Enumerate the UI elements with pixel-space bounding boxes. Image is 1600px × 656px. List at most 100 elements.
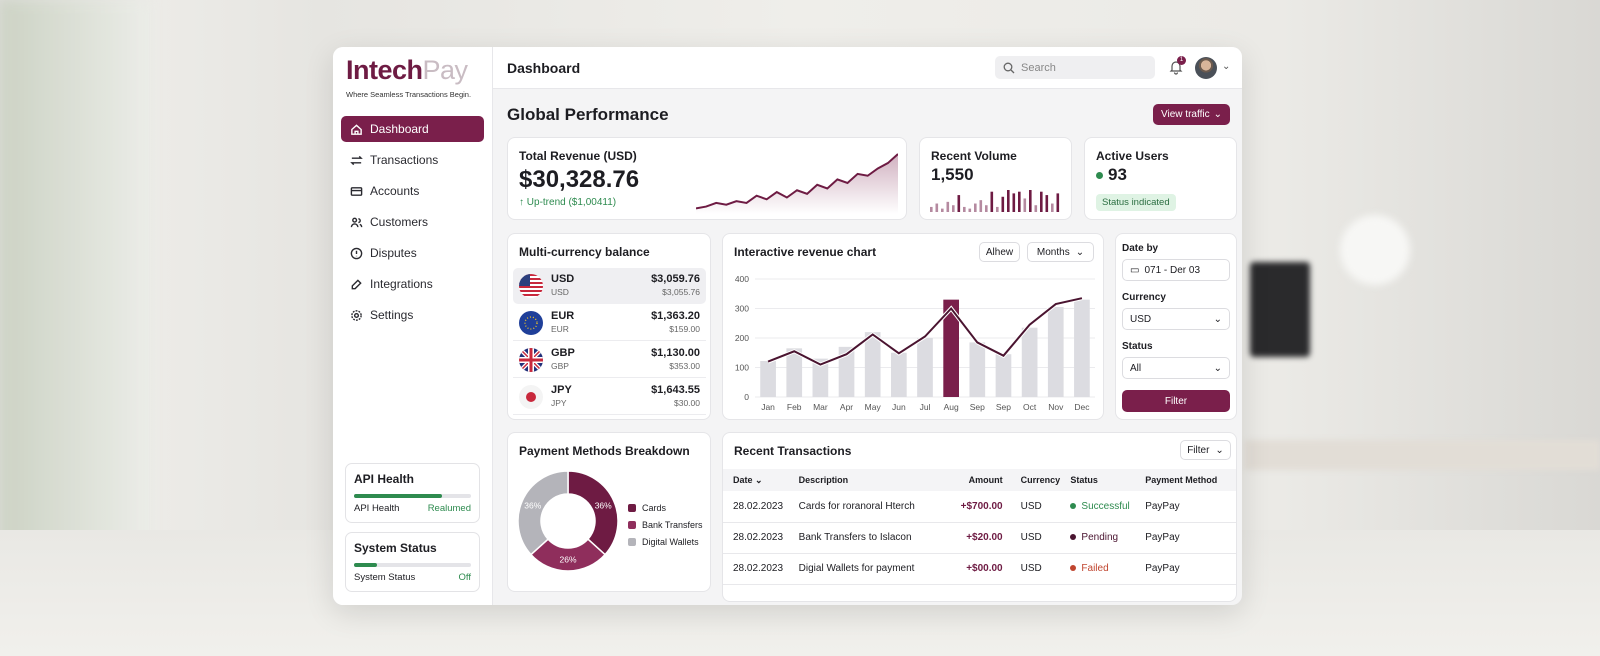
cell-method: PayPay [1145, 553, 1236, 585]
legend-label: Digital Wallets [642, 536, 699, 547]
currency-code: EUR [551, 309, 575, 322]
currency-row-usd[interactable]: USD USD $3,059.76 $3,055.76 [513, 268, 706, 304]
currency-amount: $1,130.00 [651, 346, 700, 359]
column-header: Description [798, 469, 946, 491]
currency-sub-amount: $353.00 [669, 360, 700, 371]
x-tick-label: Aug [944, 402, 959, 412]
link-icon [351, 278, 362, 289]
chevron-down-icon[interactable]: ⌄ [1222, 61, 1231, 72]
volume-value: 1,550 [931, 165, 974, 184]
x-tick-label: Feb [787, 402, 802, 412]
alert-icon [350, 247, 363, 259]
sidebar-item-integrations[interactable]: Integrations [341, 271, 484, 297]
background-monitor [1250, 262, 1310, 357]
currency-sub: EUR [551, 323, 569, 334]
y-tick-label: 0 [744, 392, 749, 402]
status-select[interactable]: All ⌄ [1122, 357, 1230, 379]
x-tick-label: Jul [920, 402, 931, 412]
all-button[interactable]: Alhew [979, 242, 1020, 262]
revenue-chart: 0 100 200 300 400 Jan Feb Mar Apr May Jun Jul Aug Sep… [735, 274, 1095, 412]
sidebar-item-label: Customers [370, 215, 429, 229]
background-desk [1245, 440, 1600, 470]
volume-bar [1001, 196, 1005, 212]
volume-bar [1056, 193, 1060, 212]
volume-bar [968, 208, 972, 212]
period-select[interactable]: Months ⌄ [1027, 242, 1094, 262]
payment-donut: 36% 26% 36% [517, 470, 619, 572]
x-tick-label: Jun [892, 402, 906, 412]
system-status-progress [354, 563, 378, 567]
table-row[interactable]: 28.02.2023 Cards for roranoral Hterch +$70… [723, 491, 1236, 523]
sidebar-item-dashboard[interactable]: Dashboard [341, 116, 484, 142]
cell-currency: USD [1020, 491, 1071, 523]
legend-swatch [628, 537, 636, 546]
chevron-down-icon: ⌄ [1213, 362, 1222, 374]
column-header[interactable]: Date ⌄ [723, 469, 799, 491]
sidebar-item-customers[interactable]: Customers [341, 209, 484, 235]
table-row[interactable]: 28.02.2023 Digial Wallets for payment +$00… [723, 553, 1236, 585]
legend-item: Bank Transfers [628, 516, 703, 533]
volume-bar [1023, 198, 1027, 212]
chart-bar [838, 346, 855, 397]
volume-bar [1051, 203, 1054, 212]
api-health-card: API Health API Health Realumed [345, 463, 480, 523]
y-tick-label: 400 [735, 274, 749, 284]
sidebar-item-disputes[interactable]: Disputes [341, 240, 484, 266]
volume-bar [935, 203, 939, 212]
volume-bar [985, 205, 988, 212]
calendar-icon: ▭ [1130, 264, 1140, 276]
donut-slice-cards [567, 470, 619, 556]
system-status-card: System Status System Status Off [345, 532, 480, 592]
search-input[interactable]: Search [995, 56, 1155, 79]
chart-bar [1074, 299, 1090, 397]
table-row[interactable]: 28.02.2023 Bank Transfers to Islacon +$20.… [723, 522, 1236, 554]
volume-bar [1040, 191, 1043, 212]
sidebar-item-transactions[interactable]: Transactions [341, 147, 484, 173]
users-icon [350, 217, 363, 227]
currency-row-eur[interactable]: EUR EUR $1,363.20 $159.00 [513, 305, 706, 341]
volume-bar [990, 191, 994, 212]
currency-row-gbp[interactable]: GBP GBP $1,130.00 $353.00 [513, 342, 706, 378]
chart-line [767, 297, 1083, 366]
currency-row-jpy[interactable]: JPY JPY $1,643.55 $30.00 [513, 379, 706, 415]
api-health-title: API Health [354, 472, 415, 486]
date-label: Date by [1122, 243, 1159, 254]
card-icon [350, 186, 363, 196]
transactions-filter-button[interactable]: Filter ⌄ [1180, 440, 1231, 460]
chart-bar [864, 332, 881, 397]
page-title: Global Performance [507, 105, 669, 124]
sparkline-line [696, 153, 898, 210]
cell-description: Cards for roranoral Hterch [798, 491, 946, 523]
cell-date: 28.02.2023 [723, 553, 799, 585]
x-tick-label: Sep [970, 402, 985, 412]
jp-flag-icon [519, 384, 543, 409]
arrows-icon [350, 155, 363, 165]
notifications-button[interactable]: 1 [1168, 56, 1186, 80]
currency-sub-amount: $3,055.76 [662, 287, 700, 297]
volume-bar [1018, 191, 1021, 212]
tagline: Where Seamless Transactions Begin. [346, 90, 472, 99]
chevron-down-icon: ⌄ [755, 474, 763, 485]
sidebar-item-settings[interactable]: Settings [341, 302, 484, 328]
multi-currency-card: Multi-currency balance USD USD $3,059.76 $3… [507, 233, 711, 420]
recent-volume-card: Recent Volume 1,550 [919, 137, 1072, 220]
currency-select[interactable]: USD ⌄ [1122, 308, 1230, 330]
x-tick-label: Sep [996, 402, 1011, 412]
avatar[interactable] [1195, 57, 1217, 79]
sidebar-item-accounts[interactable]: Accounts [341, 178, 484, 204]
cell-method: PayPay [1145, 491, 1236, 523]
top-header: Dashboard Search 1 ⌄ [493, 47, 1242, 89]
volume-bar [996, 206, 999, 212]
volume-bar [963, 206, 966, 212]
view-traffic-button[interactable]: View traffic ⌄ [1153, 104, 1230, 125]
donut-label: 36% [595, 500, 612, 510]
api-health-progress [354, 494, 442, 498]
active-users-card: Active Users 93 Status indicated [1084, 137, 1237, 220]
date-range-input[interactable]: ▭ 071 - Der 03 [1122, 259, 1230, 281]
active-users-value: 93 [1096, 165, 1127, 185]
recent-transactions-card: Recent Transactions Filter ⌄ Date ⌄ Descri… [722, 432, 1237, 602]
volume-bar [946, 201, 950, 212]
currency-sub: JPY [551, 397, 567, 408]
filter-button[interactable]: Filter [1122, 390, 1230, 412]
column-header: Currency [1020, 469, 1071, 491]
